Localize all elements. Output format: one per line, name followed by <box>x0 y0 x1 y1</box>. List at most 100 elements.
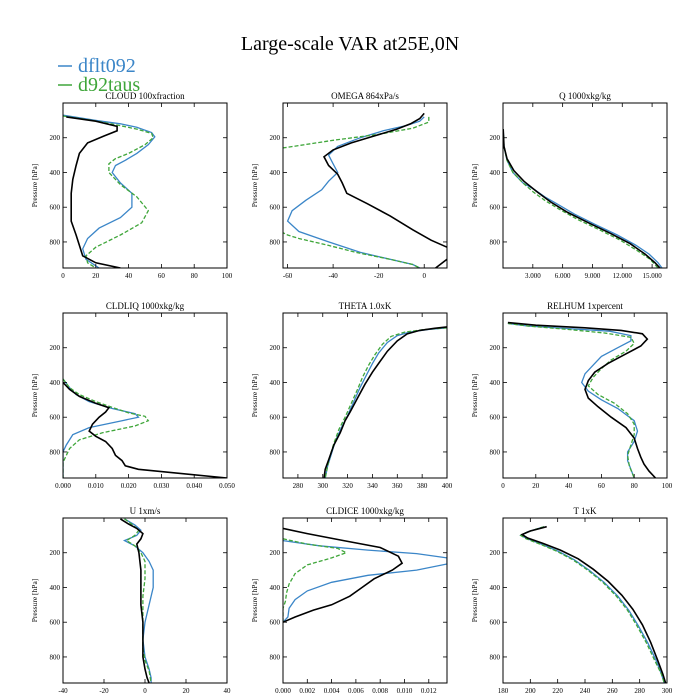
x-tick-label: 20 <box>183 687 191 695</box>
y-tick-label: 400 <box>50 379 61 387</box>
x-tick-label: 6.000 <box>555 272 571 280</box>
series-line-d92taus <box>283 116 430 268</box>
x-tick-label: 20 <box>532 482 540 490</box>
y-tick-label: 800 <box>270 448 281 456</box>
panel-9: T 1xK 200 400 600 800 Pressure [hPa] 180 200 220… <box>470 506 673 695</box>
x-tick-label: 0.004 <box>324 687 340 695</box>
series-line-black <box>283 527 404 623</box>
series-line-black <box>323 326 447 478</box>
y-tick-label: 200 <box>50 344 61 352</box>
series-line-black <box>322 112 447 268</box>
panel-7: U 1xm/s 200 400 600 800 Pressure [hPa] -40 -20 0… <box>30 506 231 695</box>
x-tick-label: 280 <box>634 687 645 695</box>
panel-title: T 1xK <box>573 506 597 516</box>
panel-title: CLOUD 100xfraction <box>105 91 185 101</box>
x-tick-label: 280 <box>293 482 304 490</box>
y-tick-label: 800 <box>50 238 61 246</box>
y-tick-label: 600 <box>50 619 61 627</box>
panel-title: CLDICE 1000xkg/kg <box>326 506 404 516</box>
panel-5: THETA 1.0xK 200 400 600 800 Pressure [hPa] 280… <box>250 301 453 490</box>
x-tick-label: -60 <box>283 272 293 280</box>
x-tick-label: 40 <box>125 272 133 280</box>
series-line-d92taus <box>519 526 665 683</box>
x-tick-label: 0.006 <box>348 687 364 695</box>
x-tick-label: 20 <box>92 272 100 280</box>
y-tick-label: 200 <box>270 549 281 557</box>
x-tick-label: 340 <box>367 482 378 490</box>
x-tick-label: 12.000 <box>613 272 633 280</box>
x-tick-label: 0.020 <box>121 482 137 490</box>
panel-frame <box>62 312 228 479</box>
x-tick-label: 40 <box>565 482 573 490</box>
x-tick-label: 260 <box>607 687 618 695</box>
y-tick-label: 200 <box>490 549 501 557</box>
x-tick-label: 180 <box>498 687 509 695</box>
y-tick-label: 200 <box>490 344 501 352</box>
series-line-dflt092 <box>324 327 447 478</box>
x-tick-label: 0.002 <box>299 687 315 695</box>
panel-frame <box>282 312 448 479</box>
y-tick-label: 400 <box>270 584 281 592</box>
series-line-d92taus <box>507 322 636 478</box>
panel-4: CLDLIQ 1000xkg/kg 200 400 600 800 Pressure [h… <box>30 301 235 490</box>
x-tick-label: 300 <box>662 687 673 695</box>
y-axis-label: Pressure [hPa] <box>470 374 479 418</box>
series-line-black <box>507 321 657 478</box>
y-tick-label: 400 <box>490 169 501 177</box>
y-tick-label: 400 <box>270 379 281 387</box>
x-tick-label: 3.000 <box>525 272 541 280</box>
x-tick-label: 0.000 <box>275 687 291 695</box>
x-tick-label: -40 <box>58 687 68 695</box>
panel-frame <box>62 102 228 269</box>
y-tick-label: 600 <box>50 204 61 212</box>
x-tick-label: 320 <box>342 482 353 490</box>
series-line-black <box>66 116 121 268</box>
panel-8: CLDICE 1000xkg/kg 200 400 600 800 Pressure [h… <box>250 506 448 695</box>
series-line-d92taus <box>124 518 152 683</box>
y-tick-label: 400 <box>490 584 501 592</box>
panel-title: CLDLIQ 1000xkg/kg <box>106 301 185 311</box>
series-line-black <box>503 129 661 268</box>
panel-title: RELHUM 1xpercent <box>547 301 623 311</box>
series-line-dflt092 <box>503 129 663 268</box>
y-axis-label: Pressure [hPa] <box>30 374 39 418</box>
y-tick-label: 200 <box>50 134 61 142</box>
x-tick-label: 0.008 <box>372 687 388 695</box>
series-line-dflt092 <box>63 114 156 268</box>
figure-title: Large-scale VAR at25E,0N <box>241 33 459 55</box>
series-line-dflt092 <box>283 539 447 623</box>
y-tick-label: 400 <box>50 169 61 177</box>
y-axis-label: Pressure [hPa] <box>470 164 479 208</box>
series-line-black <box>119 518 150 683</box>
y-tick-label: 200 <box>270 134 281 142</box>
y-tick-label: 400 <box>270 169 281 177</box>
x-tick-label: 0.000 <box>55 482 71 490</box>
series-line-dflt092 <box>507 322 639 478</box>
series-line-black <box>520 525 667 683</box>
series-line-dflt092 <box>286 116 425 268</box>
y-axis-label: Pressure [hPa] <box>470 579 479 623</box>
x-tick-label: 300 <box>318 482 329 490</box>
y-tick-label: 600 <box>490 619 501 627</box>
y-axis-label: Pressure [hPa] <box>250 374 259 418</box>
panel-frame <box>502 102 668 269</box>
y-tick-label: 200 <box>50 549 61 557</box>
x-tick-label: 380 <box>417 482 428 490</box>
x-tick-label: 220 <box>552 687 563 695</box>
x-tick-label: 0.030 <box>154 482 170 490</box>
x-tick-label: 60 <box>158 272 166 280</box>
y-tick-label: 200 <box>270 344 281 352</box>
y-tick-label: 800 <box>270 653 281 661</box>
y-tick-label: 600 <box>50 414 61 422</box>
y-tick-label: 600 <box>270 204 281 212</box>
y-tick-label: 800 <box>270 238 281 246</box>
panel-3: Q 1000xkg/kg 200 400 600 800 Pressure [hPa] 3.… <box>470 91 668 280</box>
y-tick-label: 400 <box>50 584 61 592</box>
x-tick-label: 0.010 <box>88 482 104 490</box>
x-tick-label: 0.012 <box>421 687 437 695</box>
panel-frame <box>502 517 668 684</box>
x-tick-label: 0 <box>501 482 505 490</box>
